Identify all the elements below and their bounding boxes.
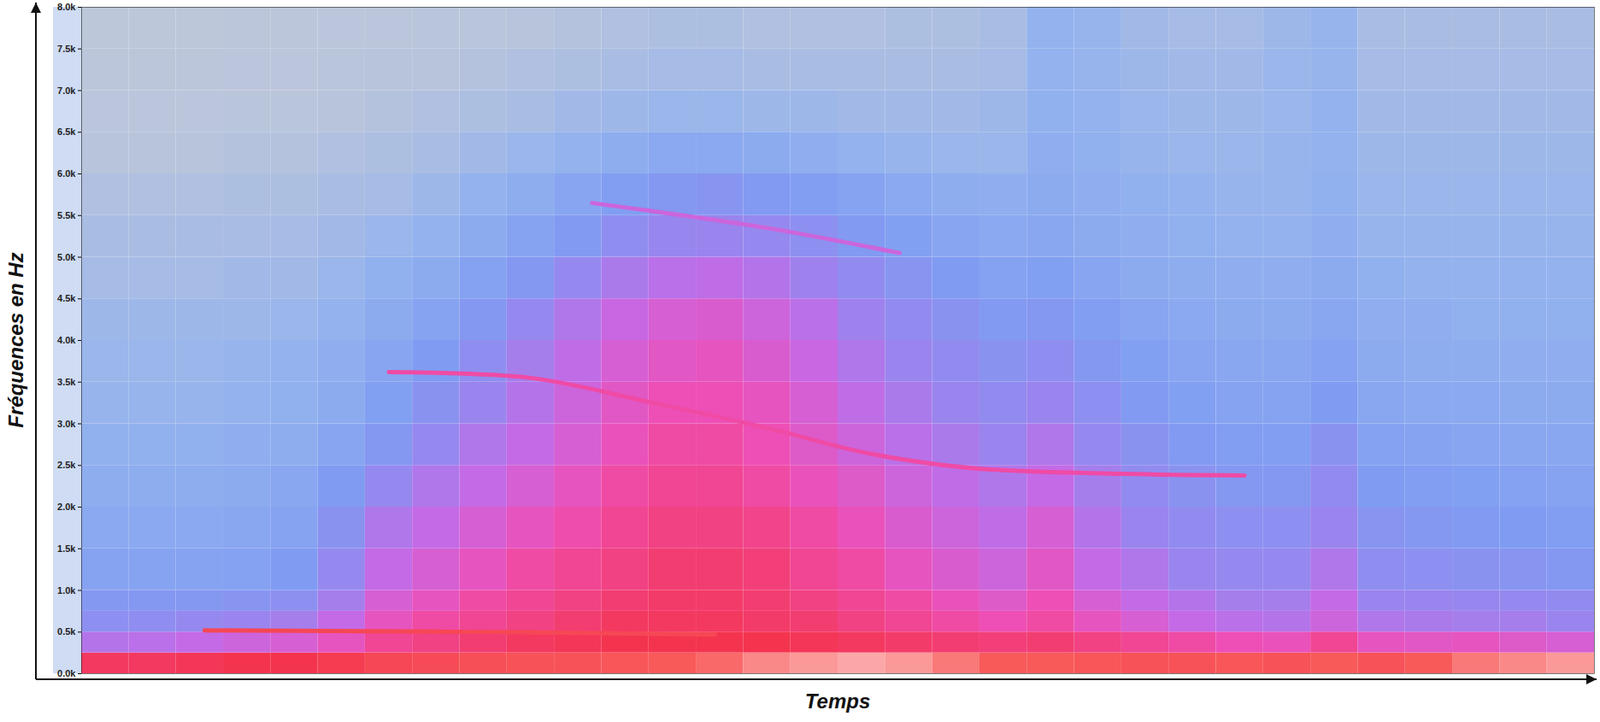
- svg-text:0.0k: 0.0k: [57, 668, 77, 679]
- svg-text:4.5k: 4.5k: [57, 293, 77, 304]
- svg-text:8.0k: 8.0k: [57, 1, 77, 12]
- svg-text:1.5k: 1.5k: [57, 543, 77, 554]
- svg-text:6.0k: 6.0k: [57, 168, 77, 179]
- svg-text:Fréquences en Hz: Fréquences en Hz: [4, 252, 28, 428]
- svg-text:7.5k: 7.5k: [57, 43, 77, 54]
- svg-text:5.0k: 5.0k: [57, 252, 77, 263]
- svg-text:2.5k: 2.5k: [57, 459, 77, 471]
- svg-text:5.5k: 5.5k: [57, 210, 77, 221]
- svg-text:2.0k: 2.0k: [57, 501, 77, 512]
- svg-text:1.0k: 1.0k: [57, 585, 77, 596]
- svg-text:0.5k: 0.5k: [57, 626, 77, 637]
- svg-text:3.5k: 3.5k: [57, 376, 77, 388]
- svg-text:Temps: Temps: [805, 689, 871, 713]
- svg-text:4.0k: 4.0k: [57, 335, 77, 346]
- svg-text:6.5k: 6.5k: [57, 126, 77, 137]
- svg-text:3.0k: 3.0k: [57, 418, 77, 430]
- svg-text:7.0k: 7.0k: [57, 85, 77, 96]
